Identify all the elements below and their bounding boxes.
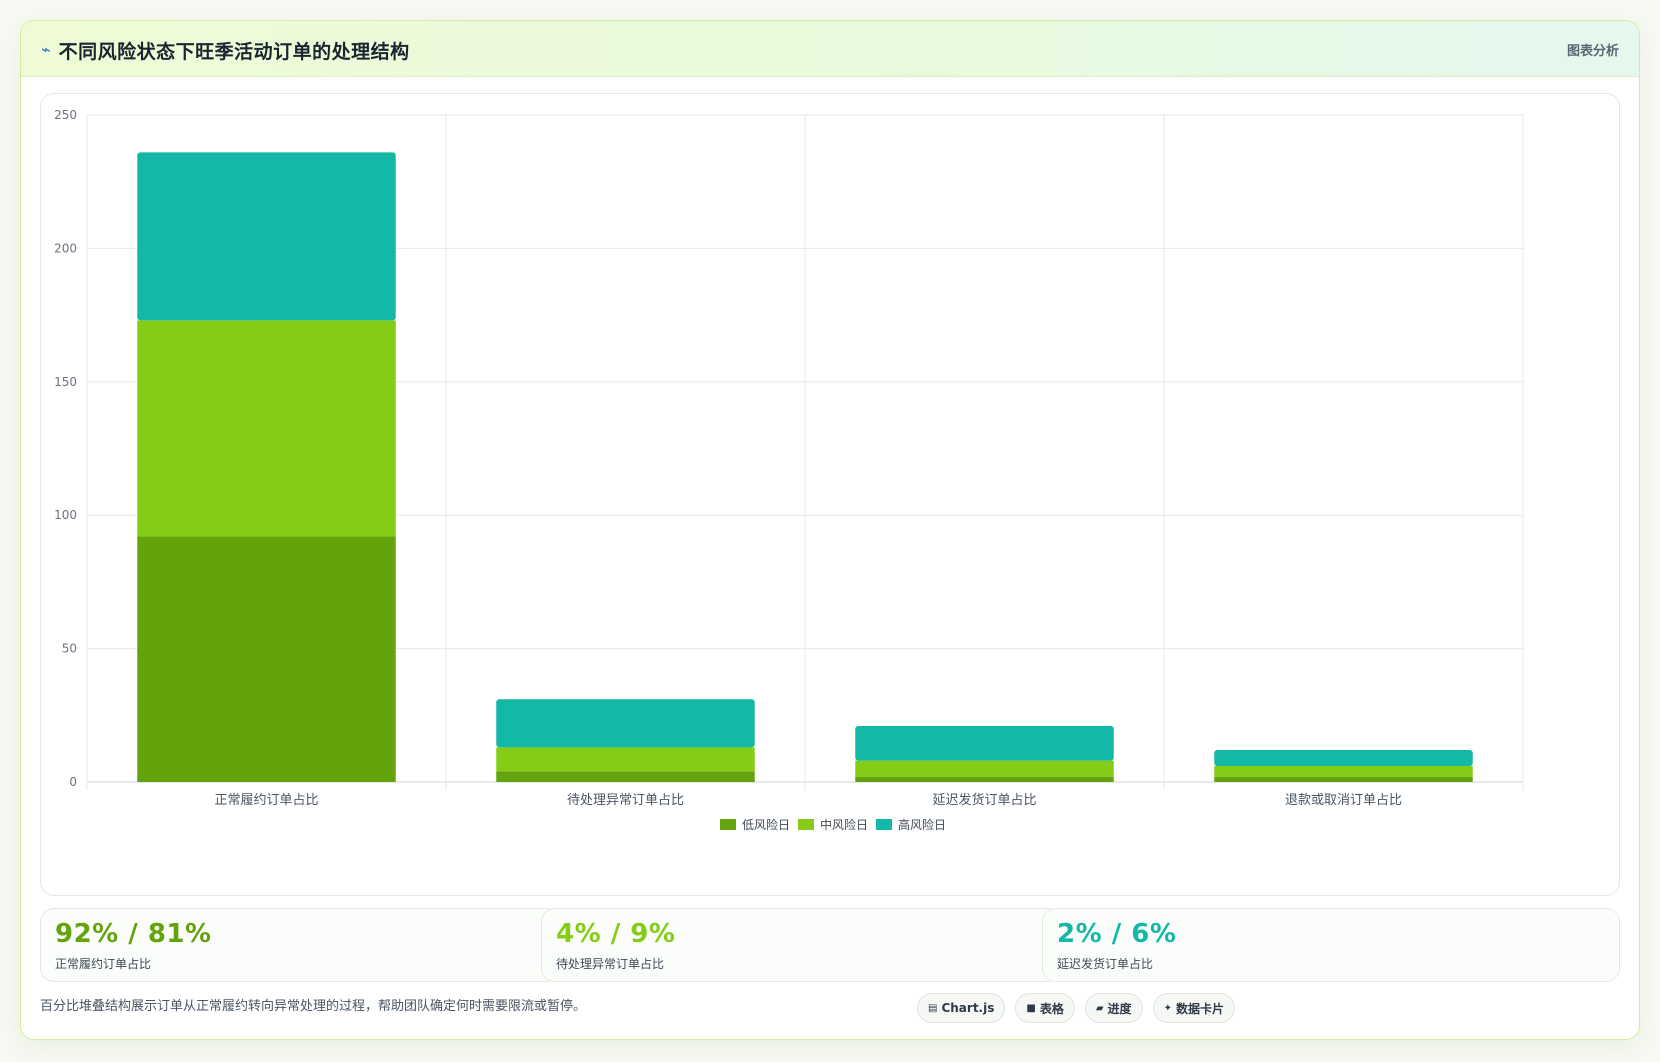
y-tick-label: 150 xyxy=(54,375,77,389)
title-wrap: ⌁ 不同风险状态下旺季活动订单的处理结构 xyxy=(41,37,410,64)
chip-label: Chart.js xyxy=(941,1001,995,1015)
stacked-bar-chart: 0 50 100 150 200 250 正常履约订单占比 待处理异常订单占比 延迟发货订单占比… xyxy=(54,108,1524,832)
chip-table[interactable]: ■ 表格 xyxy=(1015,993,1075,1023)
y-tick-label: 250 xyxy=(54,108,77,122)
bar-segment xyxy=(137,536,396,782)
stat-label: 正常履约订单占比 xyxy=(55,957,152,971)
legend-label: 中风险日 xyxy=(820,817,868,832)
x-tick-label: 延迟发货订单占比 xyxy=(932,792,1036,808)
stat-label: 待处理异常订单占比 xyxy=(556,957,665,971)
stat-label: 延迟发货订单占比 xyxy=(1057,957,1154,971)
legend-swatch xyxy=(876,819,892,830)
bar-segment xyxy=(855,776,1114,782)
chip-row: ▤ Chart.js ■ 表格 ▰ 进度 ✦ 数据卡片 xyxy=(917,993,1235,1023)
card-header: ⌁ 不同风险状态下旺季活动订单的处理结构 图表分析 xyxy=(21,21,1639,77)
y-tick-label: 0 xyxy=(69,775,77,789)
legend-label: 低风险日 xyxy=(742,817,790,832)
bar-segment xyxy=(1214,776,1473,782)
pulse-icon: ⌁ xyxy=(41,40,51,59)
bar-segment xyxy=(496,747,755,772)
page-title: 不同风险状态下旺季活动订单的处理结构 xyxy=(58,41,410,63)
chip-label: 数据卡片 xyxy=(1175,1001,1224,1016)
chip-label: 进度 xyxy=(1107,1001,1132,1016)
bar-segment xyxy=(496,771,755,782)
header-tag: 图表分析 xyxy=(1566,44,1619,59)
bar-segment xyxy=(496,699,755,748)
stat-value: 92% / 81% xyxy=(55,919,212,949)
progress-icon: ▰ xyxy=(1095,1002,1104,1014)
y-tick-label: 100 xyxy=(54,508,77,522)
chart-panel: 0 50 100 150 200 250 正常履约订单占比 待处理异常订单占比 延迟发货订单占比… xyxy=(40,93,1620,896)
bar-segment xyxy=(855,725,1114,761)
chip-chartjs[interactable]: ▤ Chart.js xyxy=(917,993,1006,1023)
bar-segment xyxy=(855,760,1114,777)
chip-data-card[interactable]: ✦ 数据卡片 xyxy=(1152,993,1235,1023)
table-icon: ■ xyxy=(1026,1002,1036,1014)
y-tick-label: 200 xyxy=(54,241,77,255)
chart-icon: ▤ xyxy=(928,1002,938,1014)
bar-segment xyxy=(137,320,396,537)
chip-progress[interactable]: ▰ 进度 xyxy=(1084,993,1143,1023)
bar-segment xyxy=(1214,765,1473,777)
legend-label: 高风险日 xyxy=(898,817,946,832)
x-tick-label: 正常履约订单占比 xyxy=(214,793,318,808)
x-tick-label: 退款或取消订单占比 xyxy=(1285,793,1402,808)
footer-note: 百分比堆叠结构展示订单从正常履约转向异常处理的过程，帮助团队确定何时需要限流或暂… xyxy=(40,999,587,1014)
sparkle-icon: ✦ xyxy=(1163,1002,1172,1014)
bar-segment xyxy=(1214,749,1473,766)
chart-card: ⌁ 不同风险状态下旺季活动订单的处理结构 图表分析 0 50 100 150 200 25… xyxy=(20,20,1640,1040)
stat-row: 92% / 81% 正常履约订单占比 4% / 9% 待处理异常订单占比 2% … xyxy=(40,908,1620,982)
stat-value: 2% / 6% xyxy=(1057,919,1177,949)
stat-card: 92% / 81% 正常履约订单占比 xyxy=(40,908,560,982)
stat-card: 4% / 9% 待处理异常订单占比 xyxy=(541,908,1061,982)
stat-card: 2% / 6% 延迟发货订单占比 xyxy=(1042,908,1620,982)
stat-value: 4% / 9% xyxy=(556,919,676,949)
x-tick-label: 待处理异常订单占比 xyxy=(567,793,684,808)
bar-segment xyxy=(137,152,396,321)
legend-swatch xyxy=(720,819,736,830)
legend-swatch xyxy=(798,819,814,830)
chip-label: 表格 xyxy=(1039,1001,1064,1016)
y-tick-label: 50 xyxy=(62,642,77,656)
